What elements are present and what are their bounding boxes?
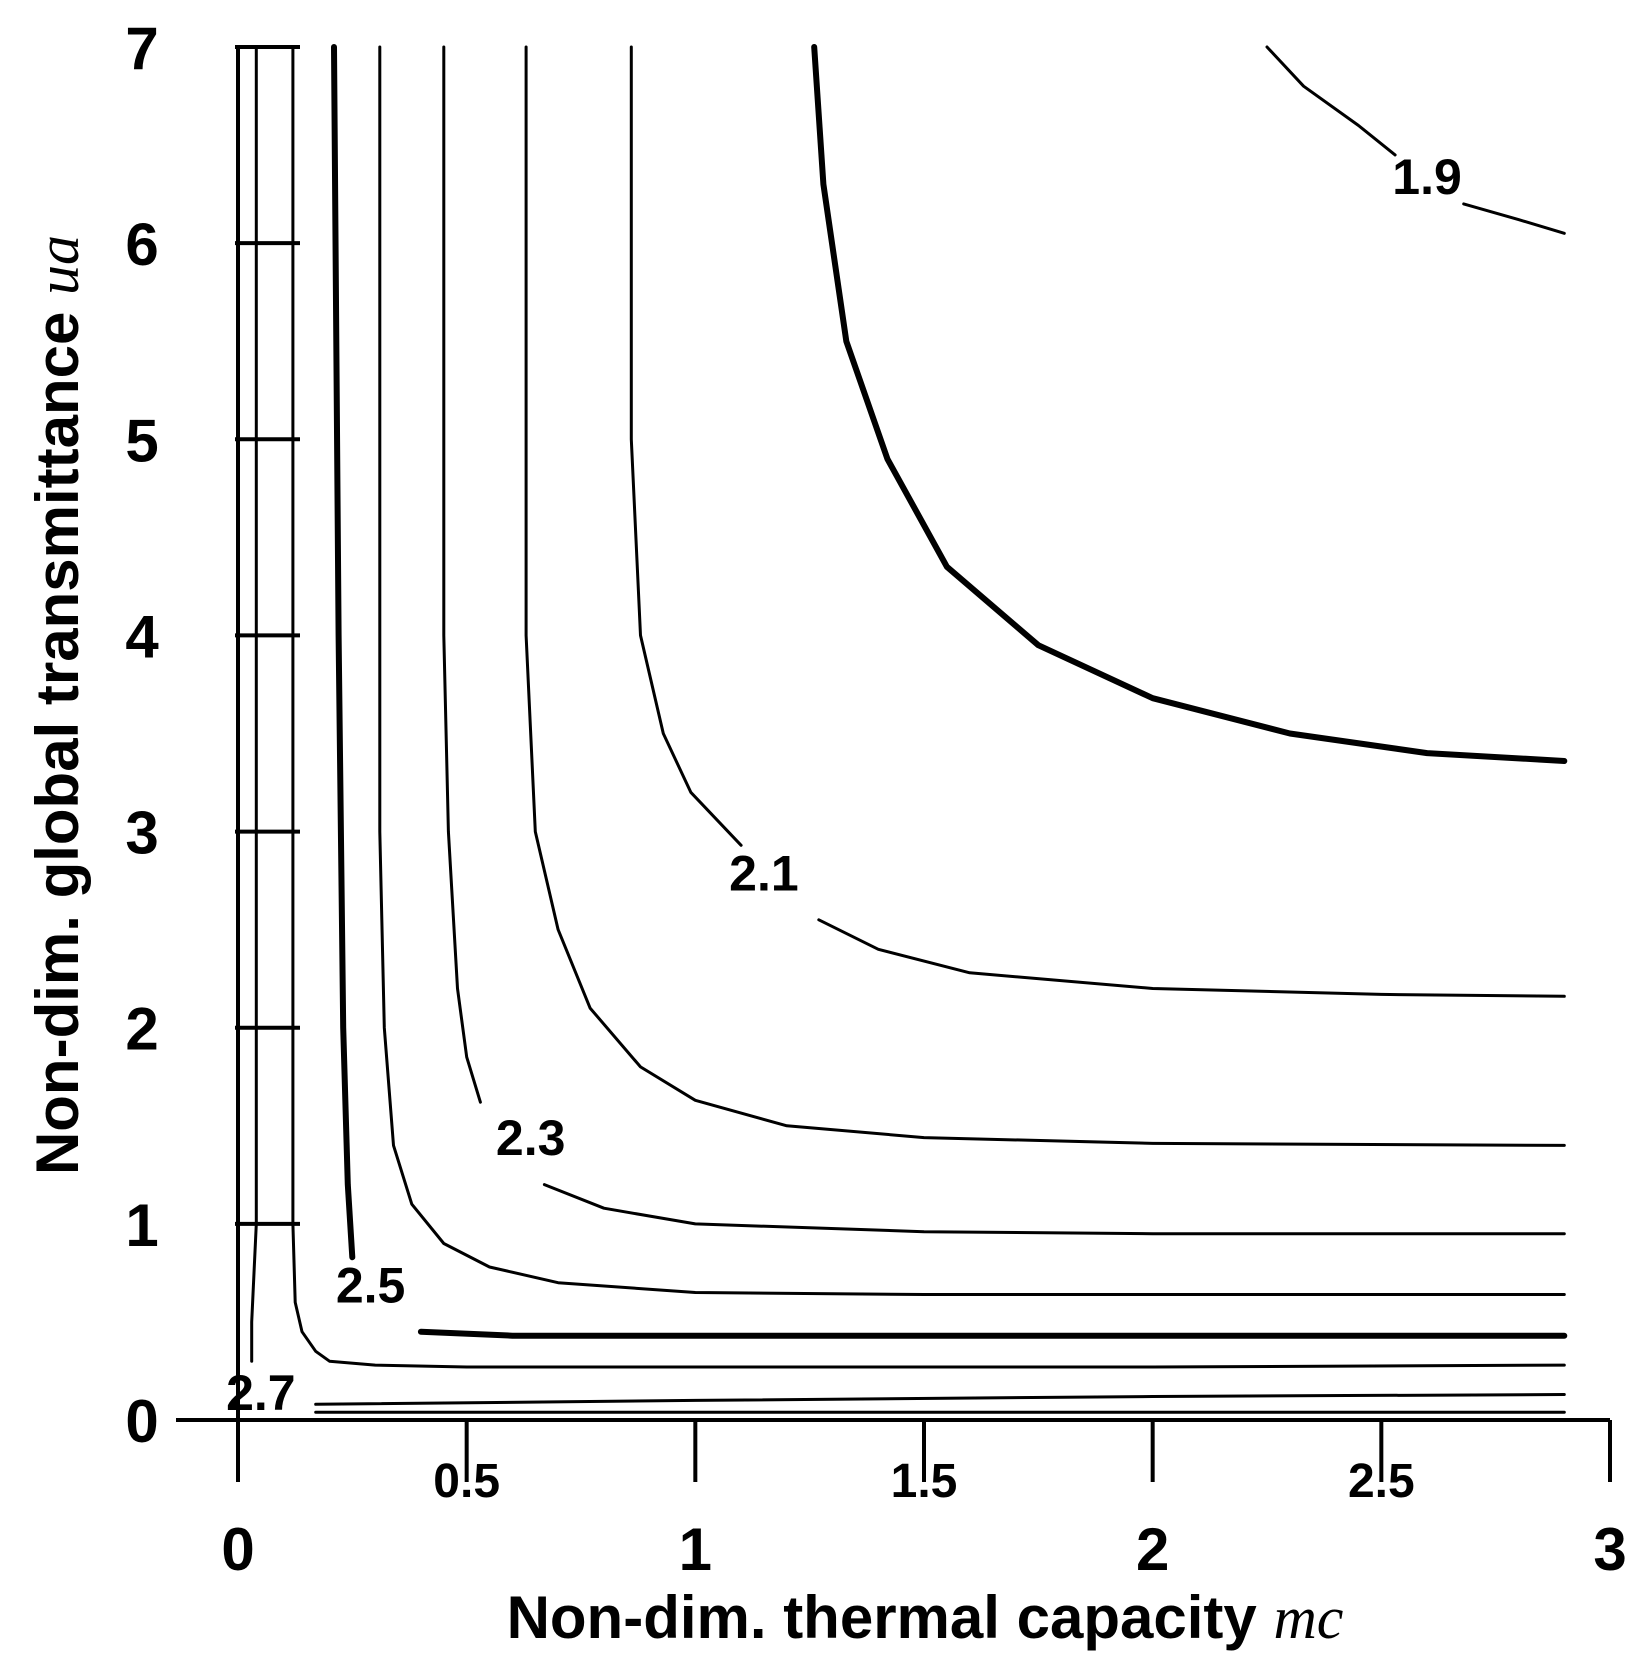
contour-line-1-9-segment [1462,202,1566,235]
contour-line-2-2 [629,45,743,847]
y-tick-label: 2 [125,996,158,1063]
x-tick-label: 2 [1136,1516,1169,1583]
axes [176,47,1610,1422]
y-axis-ticks: 0 1 2 3 4 5 6 7 [125,15,300,1455]
y-tick-label: 0 [125,1388,158,1455]
contour-line-2-3 [524,45,1566,1147]
contour-line-2-5 [378,45,1566,1296]
x-tick-label: 2.5 [1348,1455,1415,1508]
x-axis-title: Non-dim. thermal capacity mc [507,1584,1344,1651]
contour-labels: 2.7 2.5 2.3 2.1 1.9 [226,149,1462,1421]
contour-line-2-65 [291,45,1566,1369]
y-tick-label: 3 [125,800,158,867]
contour-line-2-7-segment [314,1393,1566,1406]
y-tick-label: 6 [125,211,158,278]
x-tick-label: 0.5 [433,1455,500,1508]
contour-line-2-4-segment [542,1183,1566,1236]
contour-label-1-9: 1.9 [1392,149,1462,205]
y-tick-label: 1 [125,1192,158,1259]
x-tick-label: 1 [679,1516,712,1583]
y-tick-label: 5 [125,407,158,474]
x-tick-label: 3 [1593,1516,1626,1583]
x-tick-label: 1.5 [891,1455,958,1508]
contour-label-2-1: 2.1 [729,845,799,901]
contour-line-1-9 [1265,45,1397,157]
contour-label-2-3: 2.3 [496,1110,566,1166]
y-axis-title: Non-dim. global transmittance ua [24,235,91,1175]
x-axis-variable: mc [1273,1585,1343,1651]
y-axis-variable: ua [25,235,91,295]
contour-label-2-7: 2.7 [226,1365,296,1421]
x-axis-ticks: 0 0.5 1 1.5 2 2.5 3 [221,1420,1627,1583]
contour-lines [250,44,1568,1414]
contour-line-2-4 [442,45,482,1104]
x-tick-label: 0 [221,1516,254,1583]
y-tick-label: 7 [125,15,158,82]
y-tick-label: 4 [125,603,159,670]
contour-line-2-2-segment [817,918,1566,998]
contour-line-2-1 [811,44,1568,764]
contour-line-2-6 [331,44,356,1261]
contour-label-2-5: 2.5 [336,1257,406,1313]
contour-line-2-6-segment [417,1328,1568,1339]
